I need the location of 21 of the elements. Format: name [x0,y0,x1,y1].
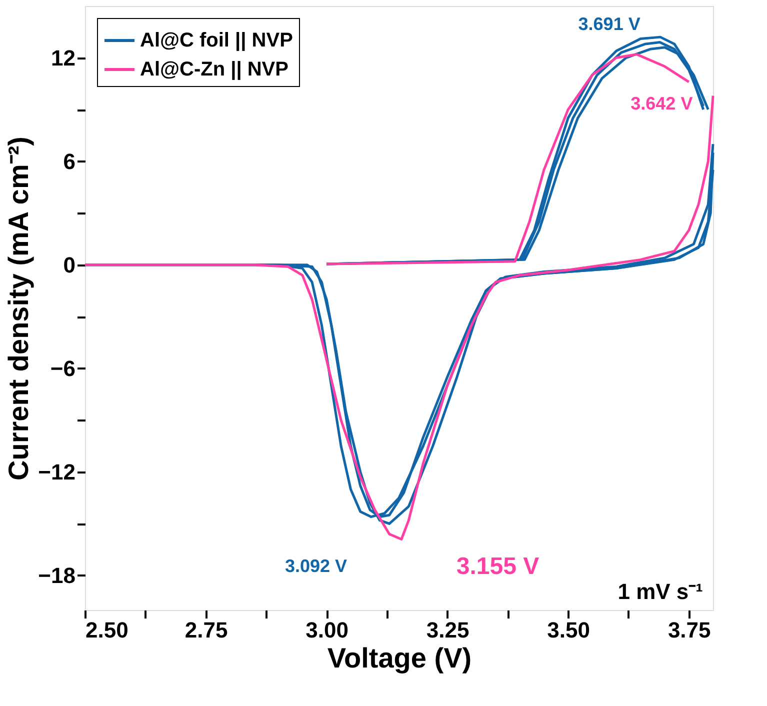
y-tick-label: −6 [50,356,76,381]
annotation: 3.092 V [284,556,348,576]
y-tick-label: −12 [38,459,76,484]
legend-label: Al@C-Zn || NVP [140,58,288,80]
x-axis-title: Voltage (V) [327,642,472,674]
y-tick-label: 12 [51,45,76,70]
annotation: 3.155 V [456,553,540,580]
x-tick-label: 2.50 [86,618,128,642]
y-tick-label: 6 [63,148,76,174]
x-tick-label: 3.00 [306,618,348,642]
y-tick-label: 0 [63,252,76,278]
x-tick-label: 3.75 [668,618,711,642]
legend-label: Al@C foil || NVP [140,30,293,52]
annotation: 3.691 V [578,14,640,34]
x-tick-label: 3.50 [547,618,590,642]
x-tick-label: 3.25 [426,618,470,642]
annotation: 1 mV s⁻¹ [618,579,703,604]
x-tick-label: 2.75 [184,618,228,642]
y-axis-title: Current density (mA cm⁻²) [3,136,34,481]
annotation: 3.642 V [630,93,693,114]
y-tick-label: −18 [38,562,76,588]
